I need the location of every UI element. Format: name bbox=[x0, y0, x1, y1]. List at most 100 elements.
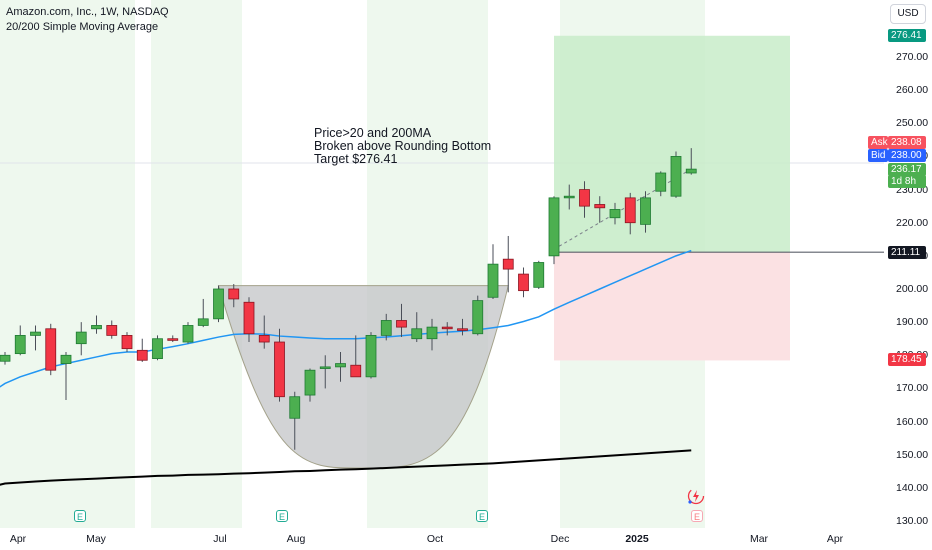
lightning-icon[interactable] bbox=[687, 487, 705, 505]
candle-body bbox=[533, 262, 545, 288]
candle-body bbox=[548, 197, 560, 257]
candle-body bbox=[350, 364, 362, 378]
x-tick-label: May bbox=[86, 533, 106, 545]
x-tick-label: Dec bbox=[550, 533, 570, 545]
target-price-badge: 276.41 bbox=[888, 29, 926, 42]
candle-body bbox=[121, 334, 133, 350]
candle-body bbox=[380, 320, 392, 336]
candle bbox=[609, 202, 621, 225]
candle-body bbox=[182, 325, 194, 343]
stop-price-badge: 178.45 bbox=[888, 353, 926, 366]
symbol-title[interactable]: Amazon.com, Inc., 1W, NASDAQ bbox=[6, 6, 169, 18]
candle bbox=[136, 338, 148, 362]
indicator-legend[interactable]: 20/200 Simple Moving Average bbox=[6, 21, 159, 33]
candle bbox=[365, 332, 377, 379]
ask-price-badge: 238.08 bbox=[888, 136, 926, 149]
candle-body bbox=[167, 338, 179, 341]
candle-body bbox=[197, 318, 209, 326]
session-band bbox=[0, 0, 135, 528]
y-tick-label: 190.00 bbox=[896, 316, 929, 329]
candle bbox=[0, 351, 11, 365]
candle bbox=[396, 303, 407, 338]
earnings-marker[interactable]: E bbox=[276, 510, 288, 522]
annotation-line-3: Target $276.41 bbox=[314, 152, 398, 166]
candle-body bbox=[14, 334, 26, 355]
y-tick-label: 130.00 bbox=[896, 515, 929, 527]
candle bbox=[472, 295, 484, 336]
candle-body bbox=[289, 396, 301, 419]
y-tick-label: 170.00 bbox=[896, 382, 929, 395]
candle bbox=[14, 325, 26, 356]
trade-path-line bbox=[553, 168, 692, 250]
candle-body bbox=[243, 301, 255, 335]
candle bbox=[228, 284, 240, 308]
candle bbox=[579, 181, 590, 218]
candle bbox=[182, 322, 194, 344]
earnings-marker-upcoming[interactable]: E bbox=[691, 510, 703, 522]
candle-body bbox=[640, 197, 651, 225]
candle-body bbox=[60, 354, 72, 364]
candle bbox=[640, 191, 651, 233]
candle-body bbox=[502, 258, 514, 270]
candle bbox=[243, 297, 255, 343]
candle bbox=[91, 315, 102, 334]
candle-body bbox=[609, 209, 621, 219]
candle-body bbox=[655, 172, 667, 192]
candle bbox=[30, 325, 41, 351]
candle bbox=[518, 267, 529, 298]
candle bbox=[197, 298, 209, 328]
earnings-marker[interactable]: E bbox=[476, 510, 488, 522]
candle-body bbox=[136, 349, 148, 361]
earnings-marker[interactable]: E bbox=[74, 510, 86, 522]
candle-body bbox=[396, 320, 407, 328]
annotation-line-1: Price>20 and 200MA bbox=[314, 126, 432, 140]
candle bbox=[487, 244, 499, 299]
x-tick-label: Oct bbox=[426, 533, 444, 545]
candle bbox=[563, 184, 575, 210]
candle bbox=[45, 323, 57, 376]
candle bbox=[670, 151, 682, 198]
candle bbox=[289, 391, 301, 450]
candle-body bbox=[624, 197, 636, 224]
candle bbox=[380, 313, 392, 341]
candle-body bbox=[30, 331, 41, 336]
candle bbox=[426, 318, 438, 351]
candle-body bbox=[304, 369, 316, 396]
candle bbox=[121, 332, 133, 352]
bid-label: Bid bbox=[868, 149, 888, 162]
candle bbox=[335, 351, 346, 382]
candle bbox=[106, 320, 118, 339]
candle bbox=[152, 335, 163, 361]
candle-body bbox=[670, 156, 682, 197]
candle-body bbox=[228, 288, 240, 300]
candle-body bbox=[75, 331, 87, 345]
candle-body bbox=[258, 334, 270, 343]
candle bbox=[350, 335, 362, 378]
candle bbox=[319, 355, 331, 389]
candle bbox=[548, 196, 560, 265]
candle-body bbox=[441, 326, 453, 330]
candle bbox=[274, 328, 285, 402]
candle-body bbox=[45, 328, 57, 371]
last-price-badge: 236.17 bbox=[888, 163, 926, 176]
x-tick-label: Mar bbox=[749, 533, 769, 545]
y-tick-label: 140.00 bbox=[896, 481, 929, 494]
y-tick-label: 160.00 bbox=[896, 415, 929, 428]
bid-price-badge: 238.00 bbox=[888, 149, 926, 162]
candle bbox=[594, 196, 606, 223]
candle bbox=[502, 235, 514, 293]
chart-annotation[interactable]: Price>20 and 200MA Broken above Rounding… bbox=[314, 127, 491, 166]
candle bbox=[441, 322, 453, 336]
y-tick-label: 250.00 bbox=[896, 117, 929, 130]
candle-body bbox=[426, 326, 438, 340]
candle-body bbox=[106, 325, 118, 336]
candle bbox=[457, 318, 468, 336]
y-tick-label: 200.00 bbox=[896, 283, 929, 295]
candle bbox=[213, 285, 224, 323]
candle-body bbox=[594, 204, 606, 209]
candle bbox=[533, 260, 545, 289]
x-tick-label: 2025 bbox=[625, 533, 649, 545]
currency-button[interactable]: USD bbox=[890, 4, 926, 24]
y-tick-label: 220.00 bbox=[896, 216, 929, 229]
